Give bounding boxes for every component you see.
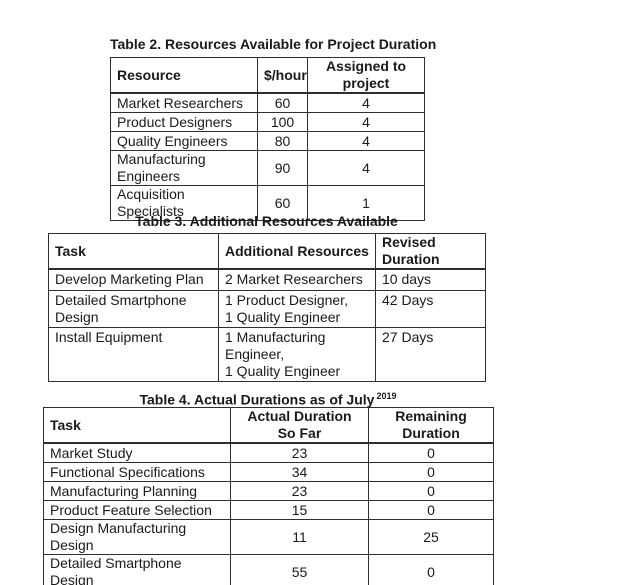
column-header: Task [48,233,219,270]
table-row: Design Manufacturing Design 11 25 [43,519,494,555]
table-row: Quality Engineers 80 4 [110,131,425,151]
table-cell: 80 [257,131,308,151]
table-cell: 2 Market Researchers [218,268,376,291]
table-row: Product Feature Selection 15 0 [43,500,494,520]
table-cell: 1 Manufacturing Engineer, 1 Quality Engi… [218,327,376,382]
column-header: Revised Duration [375,233,486,270]
table-cell: Acquisition Specialists [110,185,258,221]
column-header: $/hour [257,57,308,94]
table-cell: Manufacturing Planning [43,481,231,501]
column-header: Task [43,407,231,444]
table-cell: 0 [368,442,494,463]
table-row: Functional Specifications 34 0 [43,462,494,482]
table-header-row: Task Additional Resources Revised Durati… [48,233,486,270]
table-cell: Manufacturing Engineers [110,150,258,186]
table-row: Acquisition Specialists 60 1 [110,185,425,221]
table-cell: 15 [230,500,369,520]
column-header: Actual Duration So Far [230,407,369,444]
table-row: Product Designers 100 4 [110,112,425,132]
table-cell: 25 [368,519,494,555]
column-header: Remaining Duration [368,407,494,444]
table-cell: 34 [230,462,369,482]
table-cell: 55 [230,554,369,585]
column-header: Resource [110,57,258,94]
table-row: Manufacturing Planning 23 0 [43,481,494,501]
table-row: Install Equipment 1 Manufacturing Engine… [48,327,486,382]
table-cell: 10 days [375,268,486,291]
table-cell: 1 Product Designer, 1 Quality Engineer [218,290,376,328]
table-3-title: Table 3. Additional Resources Available [135,213,398,229]
table-cell: 90 [257,150,308,186]
table-cell: 0 [368,462,494,482]
table-row: Detailed Smartphone Design 1 Product Des… [48,290,486,328]
table-cell: Product Designers [110,112,258,132]
table-2-title: Table 2. Resources Available for Project… [110,36,437,52]
table-cell: 27 Days [375,327,486,382]
additional-resources-table: Task Additional Resources Revised Durati… [48,233,486,382]
table-cell: 0 [368,500,494,520]
table-4-title-superscript: 2019 [376,391,397,401]
table-cell: Market Study [43,442,231,463]
table-cell: Install Equipment [48,327,219,382]
table-row: Manufacturing Engineers 90 4 [110,150,425,186]
table-header-row: Task Actual Duration So Far Remaining Du… [43,407,494,444]
table-4-title: Table 4. Actual Durations as of July 2019 [43,388,493,408]
table-cell: 23 [230,442,369,463]
table-header-row: Resource $/hour Assigned to project [110,57,425,94]
table-cell: 100 [257,112,308,132]
resources-available-table: Resource $/hour Assigned to project Mark… [110,57,425,221]
table-cell: 60 [257,92,308,113]
table-cell: Detailed Smartphone Design [43,554,231,585]
actual-durations-table: Task Actual Duration So Far Remaining Du… [43,407,494,585]
table-cell: 60 [257,185,308,221]
table-cell: Functional Specifications [43,462,231,482]
table-cell: Develop Marketing Plan [48,268,219,291]
table-cell: Product Feature Selection [43,500,231,520]
table-row: Detailed Smartphone Design 55 0 [43,554,494,585]
column-header: Assigned to project [307,57,425,94]
table-cell: 4 [307,92,425,113]
table-cell: 1 [307,185,425,221]
table-row: Market Study 23 0 [43,442,494,463]
table-cell: 11 [230,519,369,555]
table-cell: 4 [307,112,425,132]
table-cell: 23 [230,481,369,501]
column-header: Additional Resources [218,233,376,270]
table-cell: 4 [307,150,425,186]
table-4-title-text: Table 4. Actual Durations as of July [139,391,375,408]
table-cell: Design Manufacturing Design [43,519,231,555]
table-cell: Quality Engineers [110,131,258,151]
table-cell: 4 [307,131,425,151]
table-cell: 0 [368,481,494,501]
table-cell: 42 Days [375,290,486,328]
table-row: Develop Marketing Plan 2 Market Research… [48,268,486,291]
table-cell: 0 [368,554,494,585]
table-cell: Detailed Smartphone Design [48,290,219,328]
table-row: Market Researchers 60 4 [110,92,425,113]
table-cell: Market Researchers [110,92,258,113]
